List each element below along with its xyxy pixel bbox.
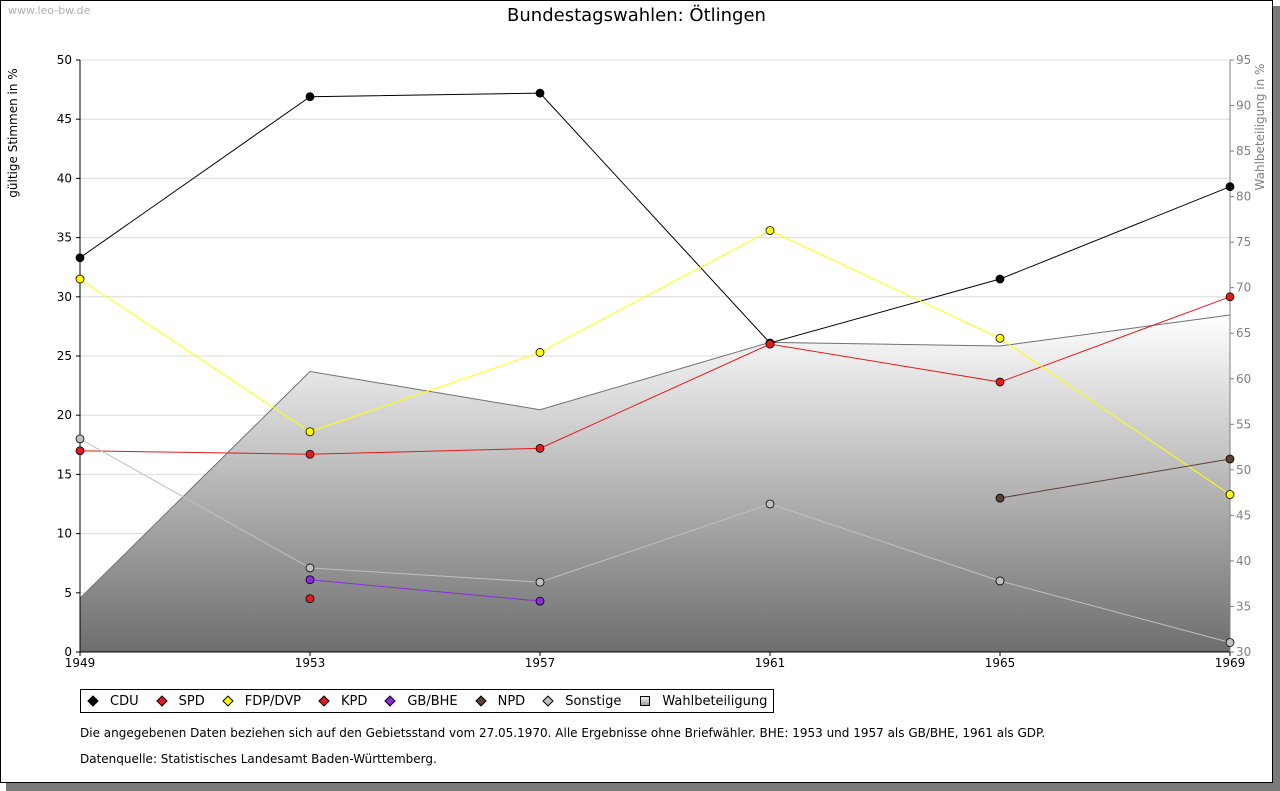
legend-item-cdu: CDU [87,693,139,709]
data-point-fdp-dvp [535,348,545,357]
x-tick-label: 1949 [65,656,96,670]
data-point-gb-bhe [305,575,315,585]
data-point-npd [995,493,1005,503]
data-point-fdp-dvp [305,427,315,437]
area-wahlbeteiligung [80,315,1230,652]
legend: CDU SPD FDP/DVP KPD GB/BHE NPD Sonstige Wahlbet… [80,689,775,713]
series-line-spd [79,296,1231,455]
y-tick-label-left: 45 [57,112,72,126]
y-tick-label-right: 70 [1236,281,1251,295]
y-tick-label-left: 15 [57,467,72,481]
data-point-spd [535,443,545,453]
y-tick-label-right: 60 [1236,372,1251,386]
area-wahlbeteiligung-outline [79,314,1231,599]
legend-item-spd: SPD [155,693,205,709]
data-point-fdp-dvp [75,274,85,284]
legend-item-npd: NPD [474,693,526,709]
data-point-spd [305,449,315,459]
y-tick-label-left: 50 [57,53,72,67]
data-point-spd [1225,292,1235,302]
y-tick-label-left: 30 [57,290,72,304]
data-point-spd [765,339,775,349]
data-point-kpd [305,594,315,604]
legend-label-fdp-dvp: FDP/DVP [244,693,301,709]
y-tick-label-right: 50 [1236,463,1251,477]
y-tick-label-left: 20 [57,408,72,422]
legend-label-gb-bhe: GB/BHE [407,693,458,709]
y-tick-label-right: 90 [1236,99,1251,113]
y-tick-label-right: 85 [1236,144,1251,158]
x-tick-label: 1965 [985,656,1016,670]
legend-label-wahlbeteiligung: Wahlbeteiligung [662,693,768,709]
legend-marker-sonstige [542,695,554,707]
legend-item-fdp-dvp: FDP/DVP [222,693,301,709]
legend-label-npd: NPD [497,693,526,709]
y-tick-label-right: 35 [1236,599,1251,613]
legend-label-sonstige: Sonstige [565,693,622,709]
y-tick-label-left: 25 [57,349,72,363]
frame-shadow-right [1273,6,1280,791]
data-point-cdu [1225,182,1235,192]
legend-label-cdu: CDU [110,693,139,709]
frame-shadow-bottom [6,783,1280,791]
data-point-sonstige [765,499,775,509]
data-point-fdp-dvp [995,333,1005,343]
watermark: www.leo-bw.de [8,4,91,17]
legend-marker-kpd [318,695,330,707]
legend-marker-wahlbeteiligung [640,696,651,706]
chart-title: Bundestagswahlen: Ötlingen [507,5,766,26]
footnote-datenquelle: Datenquelle: Statistisches Landesamt Bad… [80,752,437,766]
series-line-gb-bhe [309,579,541,602]
y-tick-label-right: 80 [1236,190,1251,204]
legend-item-gb-bhe: GB/BHE [384,693,458,709]
footnote-gebietsstand: Die angegebenen Daten beziehen sich auf … [80,726,1046,740]
series-line-fdp-dvp [79,229,1231,495]
y-tick-label-left: 0 [64,645,72,659]
y-tick-label-right: 75 [1236,235,1251,249]
legend-item-wahlbeteiligung: Wahlbeteiligung [640,694,767,709]
y-tick-label-right: 45 [1236,508,1251,522]
legend-label-kpd: KPD [340,693,368,709]
y-tick-label-right: 55 [1236,417,1251,431]
x-tick-label: 1961 [755,656,786,670]
x-tick-label: 1953 [295,656,326,670]
data-point-cdu [535,88,545,98]
series-line-sonstige [79,438,1231,644]
y-tick-label-left: 10 [57,527,72,541]
x-tick-label: 1969 [1215,656,1246,670]
data-point-sonstige [75,434,85,444]
legend-item-sonstige: Sonstige [542,693,622,709]
legend-marker-spd [155,695,168,707]
legend-marker-cdu [87,695,99,707]
data-point-cdu [305,92,315,102]
series-line-cdu [79,92,1231,344]
series-line-npd [999,458,1231,499]
data-point-cdu [75,253,85,263]
y-tick-label-left: 35 [57,231,72,245]
x-tick-label: 1957 [525,656,556,670]
y-tick-label-left: 5 [64,586,72,600]
data-point-sonstige [305,563,315,573]
y-tick-label-right: 30 [1236,645,1251,659]
y-tick-label-right: 65 [1236,326,1251,340]
data-point-npd [1225,454,1235,464]
data-point-sonstige [995,576,1005,586]
y-tick-label-right: 95 [1236,53,1251,67]
data-point-spd [75,446,85,456]
data-point-gb-bhe [535,596,545,606]
y-tick-label-left: 40 [57,171,72,185]
y-tick-label-right: 40 [1236,554,1251,568]
data-point-sonstige [1225,638,1235,647]
data-point-fdp-dvp [765,226,775,235]
legend-label-spd: SPD [178,693,205,709]
data-point-spd [995,377,1005,387]
legend-item-kpd: KPD [318,693,368,709]
data-point-sonstige [535,577,545,587]
legend-marker-npd [474,695,487,707]
data-point-fdp-dvp [1225,490,1235,499]
legend-marker-fdp-dvp [222,695,234,707]
legend-marker-gb-bhe [384,695,396,707]
data-point-cdu [995,274,1005,284]
